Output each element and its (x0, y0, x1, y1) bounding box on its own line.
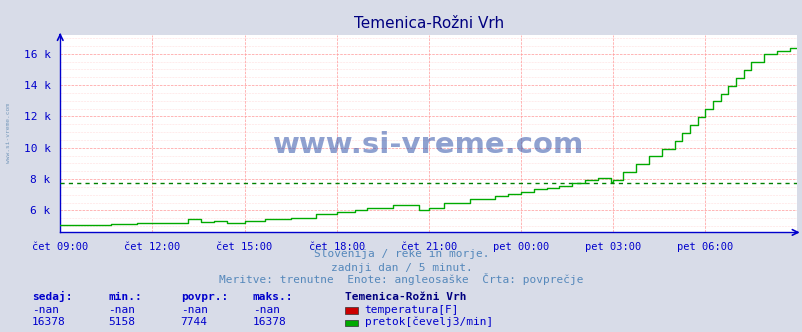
Text: zadnji dan / 5 minut.: zadnji dan / 5 minut. (330, 263, 472, 273)
Text: maks.:: maks.: (253, 292, 293, 302)
Text: povpr.:: povpr.: (180, 292, 228, 302)
Title: Temenica-Rožni Vrh: Temenica-Rožni Vrh (354, 16, 503, 31)
Text: www.si-vreme.com: www.si-vreme.com (6, 103, 11, 163)
Text: -nan: -nan (253, 305, 280, 315)
Text: Temenica-Rožni Vrh: Temenica-Rožni Vrh (345, 292, 466, 302)
Text: Slovenija / reke in morje.: Slovenija / reke in morje. (314, 249, 488, 259)
Text: -nan: -nan (108, 305, 136, 315)
Text: 7744: 7744 (180, 317, 208, 327)
Text: www.si-vreme.com: www.si-vreme.com (273, 131, 584, 159)
Text: min.:: min.: (108, 292, 142, 302)
Text: 5158: 5158 (108, 317, 136, 327)
Text: 16378: 16378 (32, 317, 66, 327)
Text: 16378: 16378 (253, 317, 286, 327)
Text: -nan: -nan (180, 305, 208, 315)
Text: pretok[čevelj3/min]: pretok[čevelj3/min] (364, 317, 492, 327)
Text: sedaj:: sedaj: (32, 291, 72, 302)
Text: temperatura[F]: temperatura[F] (364, 305, 459, 315)
Text: -nan: -nan (32, 305, 59, 315)
Text: Meritve: trenutne  Enote: angleosaške  Črta: povprečje: Meritve: trenutne Enote: angleosaške Črt… (219, 273, 583, 285)
